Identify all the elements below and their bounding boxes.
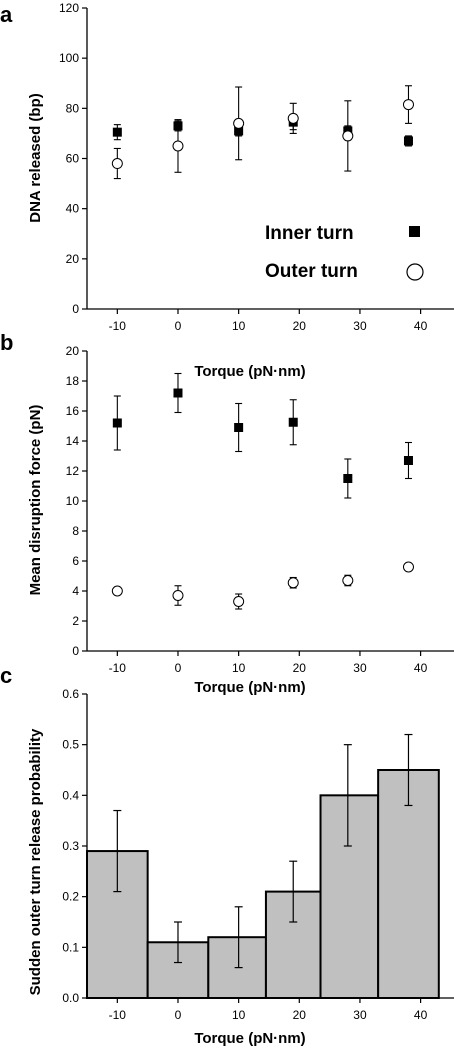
panel-c: c Torque (pN·nm) Sudden outer turn relea…: [0, 663, 454, 1047]
x-tick-label: -10: [109, 661, 127, 675]
series-0: [112, 114, 413, 147]
legend-label-outer-turn: Outer turn: [265, 261, 358, 282]
data-point-square: [403, 136, 413, 146]
x-tick-label: 10: [232, 319, 246, 333]
data-point-circle: [233, 596, 245, 607]
y-tick-label: 20: [66, 344, 80, 358]
y-tick-label: 8: [72, 524, 79, 538]
data-point-circle: [287, 112, 299, 124]
data-point-square: [112, 418, 122, 428]
legend-a: Inner turn Outer turn: [265, 223, 424, 282]
data-point-square: [343, 474, 353, 483]
series-0: [112, 372, 413, 499]
panel-a: a Torque (pN·nm) DNA released (bp) Inner…: [0, 1, 454, 380]
data-point-circle: [287, 577, 299, 589]
x-tick-label: 0: [175, 1008, 182, 1022]
data-point-circle: [342, 130, 354, 142]
x-axis-title-c: Torque (pN·nm): [194, 1030, 305, 1047]
x-tick-label: -10: [109, 1008, 127, 1022]
y-tick-label: 100: [59, 51, 79, 65]
x-tick-label: 0: [175, 661, 182, 675]
bar-4: [319, 794, 380, 999]
y-tick-label: 20: [66, 252, 80, 266]
y-tick-label: 120: [59, 1, 79, 15]
panel-letter-c: c: [0, 663, 12, 688]
legend-marker-inner-turn: [409, 226, 420, 237]
legend-marker-outer-turn: [406, 263, 424, 281]
data-point-square: [403, 456, 413, 465]
y-tick-label: 14: [66, 434, 80, 448]
data-point-circle: [233, 117, 245, 129]
x-tick-label: 40: [414, 319, 428, 333]
x-axis-title-a: Torque (pN·nm): [194, 363, 305, 380]
y-tick-label: 0.4: [62, 788, 79, 802]
y-tick-label: 2: [72, 614, 79, 628]
y-axis-title-b: Mean disruption force (pN): [27, 405, 44, 596]
data-point-square: [112, 127, 122, 137]
x-tick-label: 30: [353, 661, 367, 675]
y-tick-label: 0.6: [62, 687, 79, 701]
y-axis-title-c: Sudden outer turn release probability: [27, 728, 44, 995]
data-point-circle: [342, 575, 354, 586]
y-tick-label: 4: [72, 584, 79, 598]
data-point-square: [234, 423, 244, 432]
x-axis-title-b: Torque (pN·nm): [194, 679, 305, 696]
y-tick-label: 18: [66, 374, 80, 388]
legend-label-inner-turn: Inner turn: [265, 223, 354, 244]
x-tick-label: 40: [414, 1008, 428, 1022]
data-point-circle: [111, 585, 123, 597]
y-tick-label: 16: [66, 404, 80, 418]
x-tick-label: 20: [293, 319, 307, 333]
error-bar-3: [289, 860, 298, 923]
data-point-circle: [172, 140, 184, 152]
y-tick-label: 0: [72, 644, 79, 658]
y-tick-label: 0.5: [62, 738, 79, 752]
error-bar-1: [173, 921, 182, 964]
y-tick-label: 0.0: [62, 991, 79, 1005]
data-point-circle: [111, 158, 123, 170]
data-point-square: [173, 388, 183, 398]
y-tick-label: 80: [66, 101, 80, 115]
y-tick-label: 0.1: [62, 940, 79, 954]
y-tick-label: 0.2: [62, 890, 79, 904]
axes: 0.0 0.1 0.2 0.3 0.4 0.5 0.6 -10 0 10 20 30 40: [62, 687, 454, 1022]
y-tick-label: 60: [66, 152, 80, 166]
x-tick-label: 20: [293, 1008, 307, 1022]
axes: 0 2 4 6 8 10 12 14 16 18 20 -10 0 10 20 30 40: [66, 344, 454, 675]
data-point-circle: [172, 590, 184, 601]
data-point-square: [288, 417, 298, 427]
y-tick-label: 10: [66, 494, 80, 508]
y-tick-label: 40: [66, 202, 80, 216]
y-tick-label: 12: [66, 464, 80, 478]
series-1: [111, 561, 414, 610]
data-point-circle: [402, 561, 414, 573]
series-1: [111, 85, 414, 180]
x-tick-label: -10: [109, 319, 127, 333]
y-tick-label: 0.3: [62, 839, 79, 853]
x-tick-label: 0: [175, 319, 182, 333]
x-tick-label: 30: [353, 319, 367, 333]
error-bar-5: [404, 733, 413, 807]
y-tick-label: 6: [72, 554, 79, 568]
x-tick-label: 10: [232, 661, 246, 675]
x-tick-label: 10: [232, 1008, 246, 1022]
error-bar-2: [234, 906, 243, 969]
x-tick-label: 20: [293, 661, 307, 675]
error-bar-0: [113, 809, 122, 893]
x-tick-label: 40: [414, 661, 428, 675]
panel-letter-a: a: [0, 2, 13, 27]
y-tick-label: 0: [72, 302, 79, 316]
panel-letter-b: b: [0, 330, 13, 355]
y-axis-title-a: DNA released (bp): [27, 93, 44, 222]
x-tick-label: 30: [353, 1008, 367, 1022]
axes: 0 20 40 60 80 100 120 -10 0 10 20 30 40: [59, 1, 454, 333]
error-bar-4: [343, 744, 352, 847]
data-point-circle: [402, 99, 414, 111]
panel-b: b Torque (pN·nm) Mean disruption force (…: [0, 330, 454, 696]
